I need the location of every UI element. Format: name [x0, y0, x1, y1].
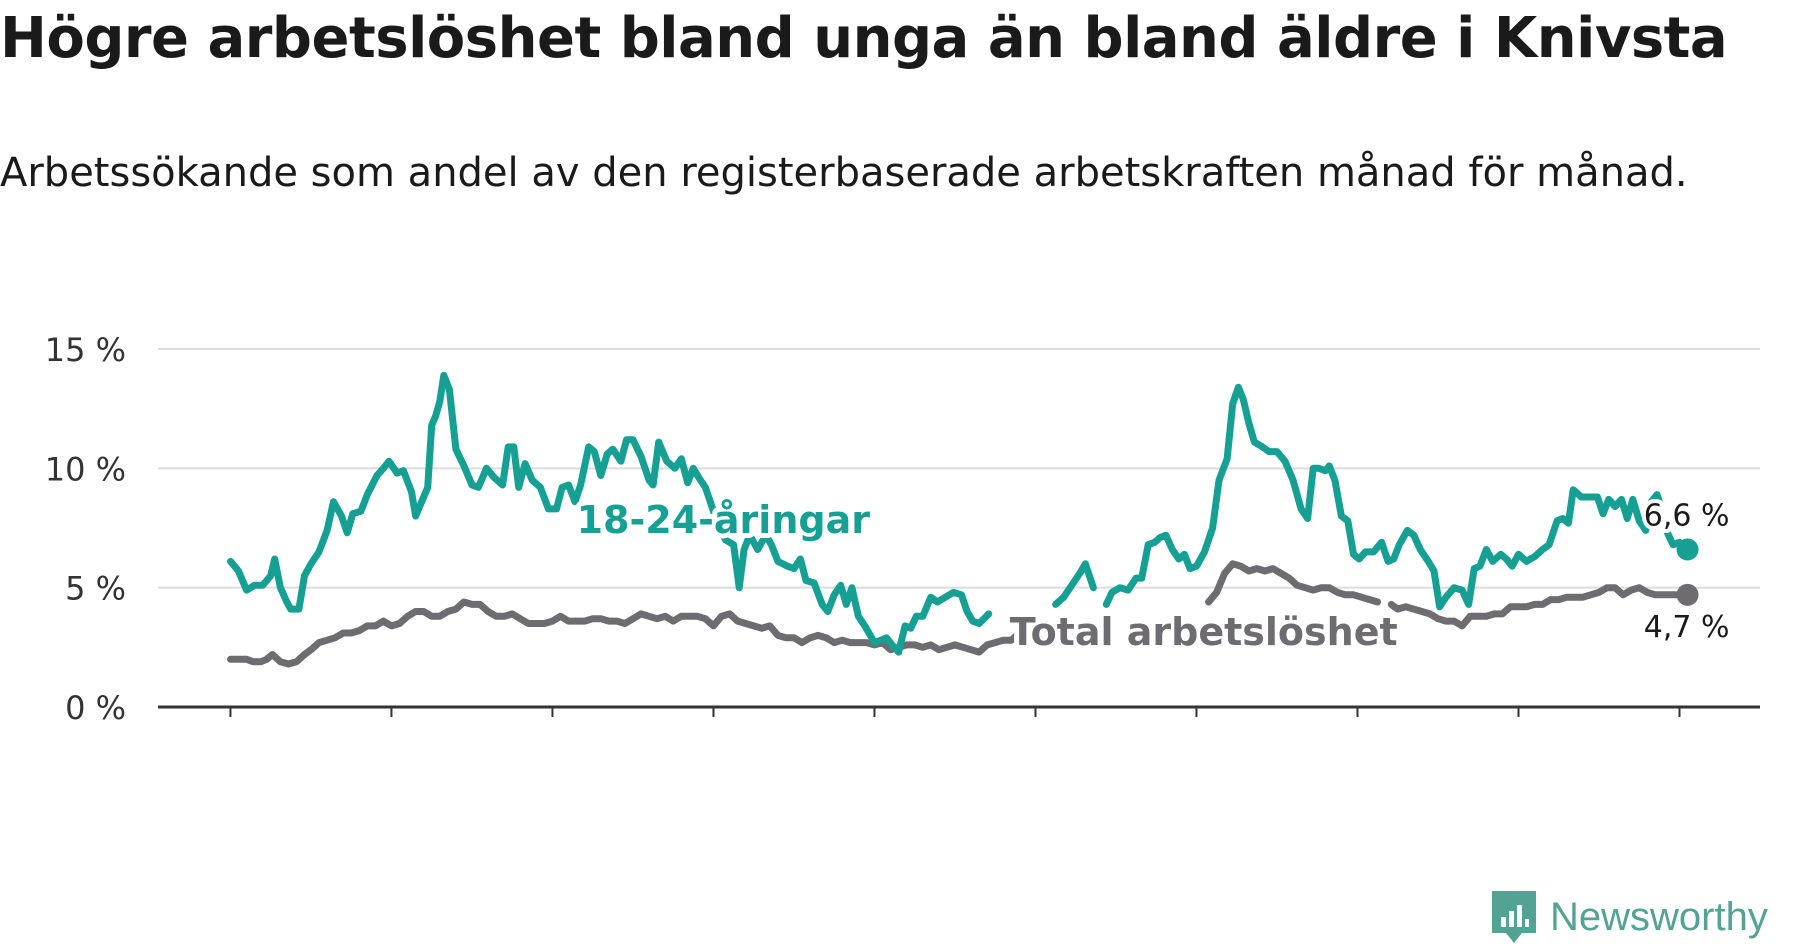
brand-name: Newsworthy — [1550, 894, 1768, 939]
newsworthy-logo-icon — [1492, 891, 1536, 943]
series-line-total — [1387, 584, 1691, 630]
series-line-youth — [227, 371, 993, 656]
end-dot-youth — [1676, 538, 1699, 561]
y-tick-label: 0 % — [65, 689, 126, 720]
series-line-youth — [1102, 383, 1663, 611]
series-line-youth — [1052, 560, 1097, 608]
end-label-total: 4,7 % — [1644, 610, 1730, 645]
y-tick-label: 15 % — [45, 331, 126, 369]
axis-layer: 0 %5 %10 %15 %20082010201220142016201820… — [45, 331, 1760, 720]
chart-subtitle: Arbetssökande som andel av den registerb… — [0, 150, 1688, 196]
series-label-youth: 18-24-åringar — [577, 498, 871, 542]
series-line-total — [227, 598, 1089, 668]
label-layer: 6,6 % 4,7 % 18-24-åringar Total arbetslöshe… — [572, 493, 1734, 659]
series-line-total — [1205, 560, 1382, 606]
series-label-total: Total arbetslöshet — [1010, 610, 1398, 654]
end-dot-total — [1676, 583, 1699, 606]
y-tick-label: 5 % — [65, 570, 126, 608]
chart-title: Högre arbetslöshet bland unga än bland ä… — [0, 6, 1728, 71]
newsworthy-logo[interactable]: Newsworthy — [1490, 888, 1768, 946]
y-tick-label: 10 % — [45, 450, 126, 488]
line-chart: 0 %5 %10 %15 %20082010201220142016201820… — [45, 331, 1760, 720]
end-label-youth: 6,6 % — [1644, 498, 1730, 533]
series-layer — [227, 371, 1699, 668]
grid-layer — [158, 348, 1760, 589]
